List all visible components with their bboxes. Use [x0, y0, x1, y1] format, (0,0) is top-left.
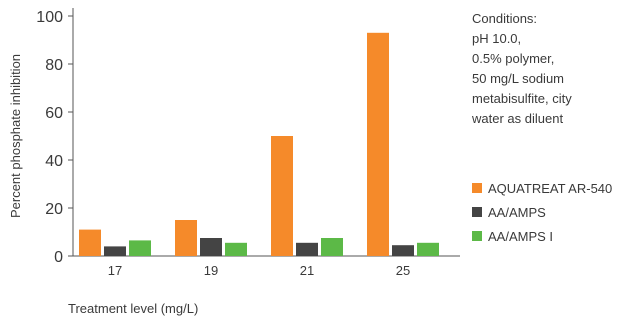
legend-item-aquatreat: AQUATREAT AR-540: [472, 176, 622, 200]
note-line: 50 mg/L sodium: [472, 71, 565, 86]
legend-swatch: [472, 231, 482, 241]
chart-axes: [68, 8, 460, 257]
y-axis-label: Percent phosphate inhibition: [8, 54, 23, 218]
chart-bars: [79, 32, 439, 256]
bar-17-series-1: [79, 229, 101, 256]
x-tick-label: 17: [108, 263, 122, 278]
y-tick-label: 20: [45, 201, 63, 218]
y-tick-label: 100: [36, 9, 63, 26]
note-line: Conditions:: [472, 11, 538, 26]
bar-17-series-2: [104, 246, 126, 256]
legend-label: AA/AMPS: [488, 204, 546, 220]
x-tick-label: 25: [396, 263, 410, 278]
x-axis-label: Treatment level (mg/L): [68, 301, 199, 316]
legend-swatch: [472, 183, 482, 193]
y-tick-label: 40: [45, 153, 63, 170]
note-line: 0.5% polymer,: [472, 51, 555, 66]
bar-21-series-2: [296, 242, 318, 256]
note-line: metabisulfite, city: [472, 91, 572, 106]
chart-legend: AQUATREAT AR-540 AA/AMPS AA/AMPS I: [472, 176, 622, 248]
bar-19-series-2: [200, 238, 222, 256]
bar-19-series-1: [175, 220, 197, 256]
legend-item-aa-amps-i: AA/AMPS I: [472, 224, 622, 248]
legend-item-aa-amps: AA/AMPS: [472, 200, 622, 224]
legend-label: AA/AMPS I: [488, 228, 554, 244]
legend-label: AQUATREAT AR-540: [488, 180, 613, 196]
note-line: pH 10.0,: [472, 31, 522, 46]
bar-25-series-1: [367, 32, 389, 256]
legend-swatch: [472, 207, 482, 217]
note-line: water as diluent: [472, 111, 564, 126]
chart-labels: 0 20 40 60 80 100 Percent phosphate inhibition…: [8, 9, 410, 278]
y-tick-label: 60: [45, 105, 63, 122]
bar-25-series-2: [392, 245, 414, 256]
bar-19-series-3: [225, 242, 247, 256]
x-tick-label: 21: [300, 263, 314, 278]
y-tick-label: 0: [54, 249, 63, 266]
y-tick-label: 80: [45, 57, 63, 74]
bar-21-series-1: [271, 136, 293, 256]
bar-25-series-3: [417, 242, 439, 256]
bar-21-series-3: [321, 238, 343, 256]
x-tick-label: 19: [204, 263, 218, 278]
bar-17-series-3: [129, 240, 151, 256]
conditions-note: Conditions: pH 10.0, 0.5% polymer, 50 mg…: [472, 9, 622, 129]
